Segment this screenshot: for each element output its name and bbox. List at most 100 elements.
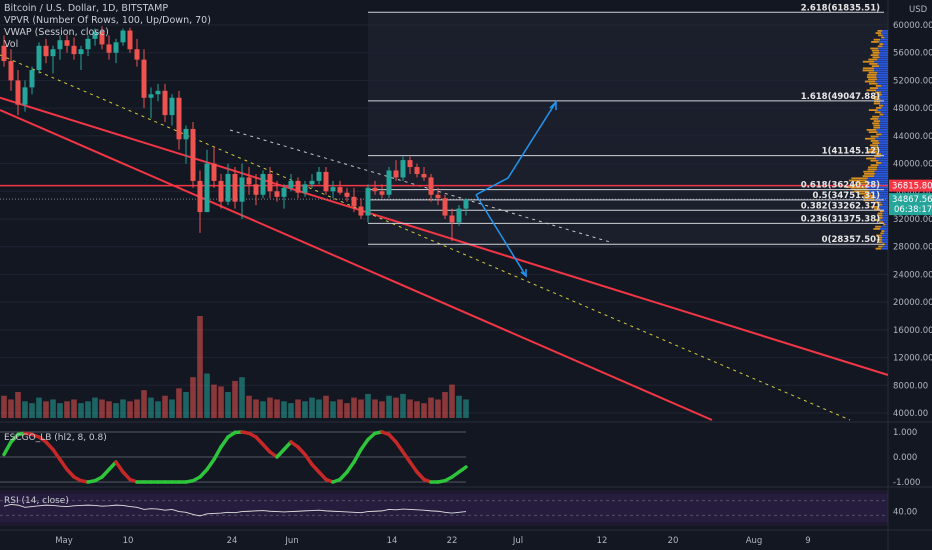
candle-body bbox=[155, 90, 161, 95]
volume-profile-bar bbox=[878, 47, 888, 50]
rsi-tick-label: 40.00 bbox=[893, 508, 917, 518]
volume-profile-bar bbox=[880, 91, 888, 94]
volume-profile-bar bbox=[869, 144, 879, 147]
volume-profile-bar bbox=[877, 34, 883, 37]
candle-body bbox=[22, 87, 28, 105]
volume-profile-bar bbox=[877, 151, 888, 153]
volume-profile-bar bbox=[862, 175, 875, 177]
volume-profile-bar bbox=[878, 146, 888, 149]
candle-body bbox=[211, 163, 217, 181]
candle-body bbox=[449, 215, 455, 223]
volume-profile-bar bbox=[880, 38, 888, 41]
symbol-title[interactable]: Bitcoin / U.S. Dollar, 1D, BITSTAMP bbox=[4, 3, 169, 14]
volume-profile-bar bbox=[848, 179, 867, 182]
candle-body bbox=[141, 59, 147, 98]
time-tick-label: Jun bbox=[284, 536, 298, 546]
candle-body bbox=[323, 171, 329, 192]
volume-profile-bar bbox=[877, 203, 883, 206]
volume-profile-bar bbox=[881, 107, 888, 109]
bullish-arrow bbox=[475, 101, 557, 196]
volume-profile-bar bbox=[868, 148, 878, 151]
price-tick-label: 4000.00 bbox=[893, 409, 928, 419]
volume-profile-bar bbox=[875, 91, 881, 94]
candle-body bbox=[64, 40, 70, 46]
candle-body bbox=[351, 196, 357, 207]
volume-profile-bar bbox=[870, 206, 879, 208]
volume-bar bbox=[302, 401, 308, 418]
volume-bar bbox=[316, 399, 322, 418]
candle-body bbox=[260, 173, 266, 195]
chart-legend: Bitcoin / U.S. Dollar, 1D, BITSTAMP VPVR… bbox=[4, 3, 211, 51]
volume-profile-bar bbox=[874, 201, 881, 204]
price-tick-label: 36000.00 bbox=[893, 187, 932, 197]
fib-label: 1(41145.12) bbox=[822, 147, 880, 157]
esc-segment bbox=[303, 452, 314, 467]
volume-bar bbox=[400, 393, 406, 418]
volume-profile-bar bbox=[874, 197, 888, 199]
price-tick-label: 52000.00 bbox=[893, 76, 932, 86]
volume-bar bbox=[43, 401, 49, 418]
volume-profile-bar bbox=[854, 190, 870, 193]
volume-bar bbox=[442, 392, 448, 418]
esc-indicator-label[interactable]: ESCGO_LB (hl2, 8, 0.8) bbox=[4, 433, 107, 443]
volume-profile-bar bbox=[878, 214, 883, 217]
vwap-trend-line bbox=[0, 54, 851, 421]
channel-lower-line bbox=[0, 109, 713, 421]
volume-bar bbox=[463, 399, 469, 418]
volume-profile-bar bbox=[879, 115, 888, 118]
volume-profile-bar bbox=[879, 210, 884, 213]
volume-profile-bar bbox=[883, 104, 888, 107]
candle-body bbox=[239, 177, 245, 202]
candle-body bbox=[57, 40, 63, 50]
volume-bar bbox=[386, 395, 392, 418]
price-tick-label: 48000.00 bbox=[893, 104, 932, 114]
volume-bar bbox=[204, 373, 210, 418]
rsi-indicator-label[interactable]: RSI (14, close) bbox=[4, 496, 69, 506]
price-tick-label: 16000.00 bbox=[893, 326, 932, 336]
volume-profile-bar bbox=[862, 67, 875, 70]
fib-label: 1.618(49047.88) bbox=[801, 92, 880, 102]
volume-profile-bar bbox=[880, 232, 884, 235]
volume-bar bbox=[57, 403, 63, 418]
volume-profile-bar bbox=[867, 168, 877, 171]
vol-legend[interactable]: Vol bbox=[4, 39, 19, 50]
volume-profile-bar bbox=[874, 195, 888, 197]
volume-profile-bar bbox=[885, 223, 888, 226]
volume-profile-bar bbox=[872, 115, 880, 118]
volume-profile-bar bbox=[869, 190, 888, 193]
volume-profile-bar bbox=[879, 113, 884, 116]
volume-profile-bar bbox=[878, 144, 888, 147]
volume-bar bbox=[414, 401, 420, 418]
volume-profile-bar bbox=[871, 65, 880, 67]
volume-profile-bar bbox=[870, 135, 879, 138]
volume-bar bbox=[246, 395, 252, 418]
volume-profile-bar bbox=[875, 153, 882, 155]
arrow-head bbox=[520, 269, 527, 278]
volume-profile-bar bbox=[876, 168, 888, 171]
arrow-head bbox=[549, 100, 557, 110]
volume-bar bbox=[141, 390, 147, 418]
volume-profile-bar bbox=[877, 58, 888, 61]
volume-profile-bar bbox=[879, 52, 888, 54]
candle-body bbox=[8, 61, 14, 81]
volume-profile-bar bbox=[868, 166, 878, 169]
vwap-legend[interactable]: VWAP (Session, close) bbox=[4, 27, 109, 38]
volume-profile-bar bbox=[878, 245, 883, 248]
candle-body bbox=[106, 44, 112, 53]
candles bbox=[1, 26, 469, 242]
volume-bar bbox=[155, 401, 161, 418]
volume-profile-bar bbox=[879, 124, 888, 127]
volume-profile-bar bbox=[872, 142, 880, 144]
time-tick-label: 24 bbox=[227, 536, 238, 546]
volume-profile-bar bbox=[881, 234, 888, 237]
candle-body bbox=[36, 45, 42, 71]
esc-segment bbox=[352, 447, 363, 464]
time-tick-label: Aug bbox=[746, 536, 763, 546]
volume-bar bbox=[8, 399, 14, 418]
vpvr-legend[interactable]: VPVR (Number Of Rows, 100, Up/Down, 70) bbox=[4, 15, 211, 26]
volume-bar bbox=[323, 395, 329, 418]
volume-profile-bar bbox=[882, 30, 888, 32]
volume-bar bbox=[134, 399, 140, 418]
candle-body bbox=[232, 173, 238, 202]
